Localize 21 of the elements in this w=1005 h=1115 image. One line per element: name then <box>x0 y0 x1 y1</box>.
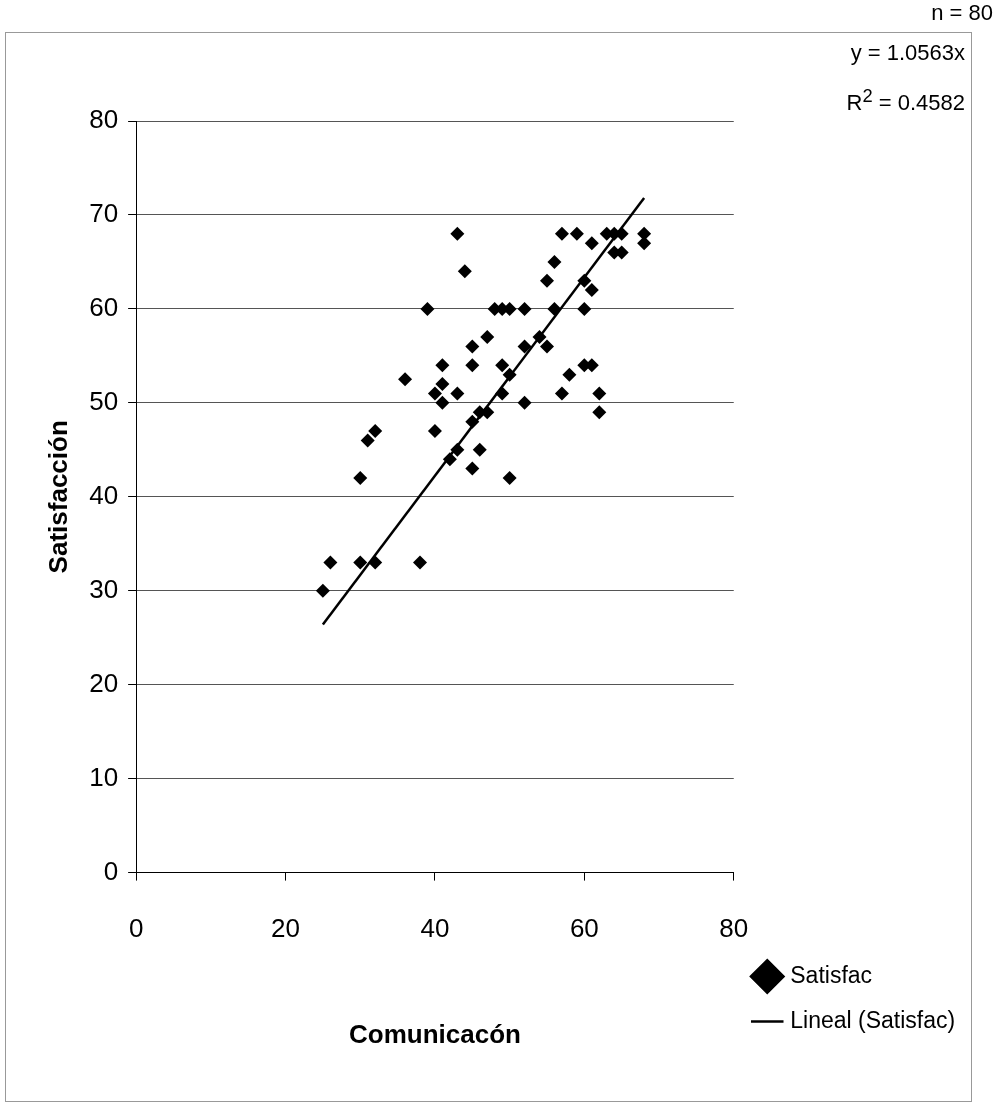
legend-label: Satisfac <box>790 961 873 988</box>
x-axis-title: Comunicacón <box>348 1018 521 1049</box>
y-tick-label: 20 <box>89 667 119 698</box>
x-tick-label: 0 <box>128 913 144 944</box>
text: R$^{2}$ = 0.4582 <box>846 85 965 117</box>
y-tick-label: 80 <box>89 104 119 135</box>
y-tick-label: 40 <box>89 479 119 510</box>
y-tick-label: 60 <box>89 292 119 323</box>
y-axis-title: Satisfacción <box>42 420 73 574</box>
y-tick-label: 70 <box>89 198 119 229</box>
y-tick-label: 50 <box>89 386 119 417</box>
y-tick-label: 30 <box>89 573 119 604</box>
text: y = 1.0563x <box>850 40 965 66</box>
text: n = 80 <box>931 0 993 26</box>
y-tick-label: 0 <box>103 855 119 886</box>
y-tick-label: 10 <box>89 761 119 792</box>
x-tick-label: 60 <box>569 913 599 944</box>
legend-label: Lineal (Satisfac) <box>790 1006 956 1033</box>
x-tick-label: 80 <box>719 913 749 944</box>
x-tick-label: 20 <box>271 913 300 944</box>
x-tick-label: 40 <box>420 913 450 944</box>
